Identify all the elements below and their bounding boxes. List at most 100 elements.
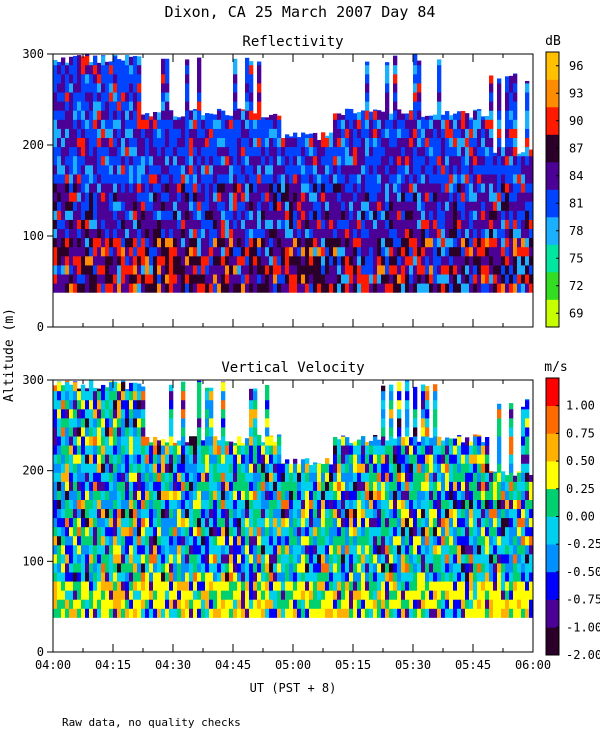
heatmap-cell	[485, 283, 490, 293]
heatmap-cell	[373, 490, 378, 500]
heatmap-cell	[405, 581, 410, 591]
heatmap-cell	[209, 219, 214, 230]
heatmap-cell	[349, 155, 354, 166]
heatmap-cell	[85, 256, 90, 266]
heatmap-cell	[473, 137, 478, 148]
heatmap-cell	[325, 210, 330, 220]
heatmap-cell	[465, 581, 470, 591]
heatmap-cell	[389, 192, 394, 202]
heatmap-cell	[325, 135, 330, 139]
heatmap-cell	[181, 399, 186, 410]
heatmap-cell	[133, 119, 138, 129]
heatmap-cell	[473, 128, 478, 139]
heatmap-cell	[249, 554, 254, 564]
heatmap-cell	[265, 436, 270, 446]
heatmap-cell	[413, 418, 418, 428]
heatmap-cell	[77, 388, 82, 392]
heatmap-cell	[225, 581, 230, 591]
heatmap-cell	[477, 228, 482, 239]
heatmap-cell	[405, 165, 410, 175]
heatmap-cell	[85, 174, 90, 184]
heatmap-cell	[413, 390, 418, 401]
heatmap-cell	[409, 228, 414, 239]
heatmap-cell	[217, 545, 222, 555]
heatmap-cell	[173, 174, 178, 184]
heatmap-cell	[221, 274, 226, 284]
heatmap-cell	[329, 563, 334, 573]
heatmap-cell	[381, 119, 386, 129]
heatmap-cell	[65, 183, 70, 193]
heatmap-cell	[361, 590, 366, 600]
heatmap-cell	[461, 442, 466, 446]
heatmap-cell	[233, 535, 238, 546]
heatmap-cell	[65, 201, 70, 211]
heatmap-cell	[185, 201, 190, 211]
heatmap-cell	[285, 210, 290, 220]
heatmap-cell	[433, 390, 438, 401]
heatmap-cell	[145, 128, 150, 139]
heatmap-cell	[201, 572, 206, 582]
heatmap-cell	[225, 201, 230, 211]
heatmap-cell	[165, 137, 170, 148]
heatmap-cell	[97, 101, 102, 111]
heatmap-cell	[105, 563, 110, 573]
heatmap-cell	[341, 256, 346, 266]
heatmap-cell	[205, 274, 210, 284]
heatmap-cell	[65, 155, 70, 166]
heatmap-cell	[413, 128, 418, 139]
heatmap-cell	[285, 265, 290, 275]
heatmap-cell	[149, 545, 154, 555]
heatmap-cell	[481, 155, 486, 166]
heatmap-cell	[69, 137, 74, 148]
heatmap-cell	[453, 119, 458, 129]
heatmap-cell	[345, 526, 350, 537]
heatmap-cell	[389, 472, 394, 482]
heatmap-cell	[353, 201, 358, 211]
heatmap-cell	[425, 128, 430, 139]
heatmap-cell	[233, 201, 238, 211]
heatmap-cell	[325, 535, 330, 546]
heatmap-cell	[361, 283, 366, 293]
heatmap-cell	[429, 590, 434, 600]
heatmap-cell	[497, 201, 502, 211]
heatmap-cell	[173, 210, 178, 220]
heatmap-cell	[361, 237, 366, 248]
heatmap-cell	[89, 499, 94, 510]
heatmap-cell	[393, 563, 398, 573]
heatmap-cell	[253, 228, 258, 239]
heatmap-cell	[453, 210, 458, 220]
heatmap-cell	[221, 499, 226, 510]
heatmap-cell	[153, 228, 158, 239]
heatmap-cell	[101, 472, 106, 482]
heatmap-cell	[197, 418, 202, 428]
heatmap-cell	[185, 74, 190, 84]
heatmap-cell	[125, 427, 130, 437]
heatmap-cell	[261, 554, 266, 564]
heatmap-cell	[201, 608, 206, 618]
heatmap-cell	[461, 599, 466, 609]
heatmap-cell	[217, 146, 222, 157]
heatmap-cell	[85, 436, 90, 446]
heatmap-cell	[169, 390, 174, 401]
heatmap-cell	[409, 608, 414, 618]
heatmap-cell	[73, 381, 78, 392]
heatmap-cell	[293, 563, 298, 573]
heatmap-cell	[385, 581, 390, 591]
heatmap-cell	[197, 608, 202, 618]
heatmap-cell	[237, 526, 242, 537]
heatmap-cell	[53, 110, 58, 120]
heatmap-cell	[125, 128, 130, 139]
heatmap-cell	[397, 399, 402, 410]
heatmap-cell	[277, 445, 282, 455]
heatmap-cell	[213, 563, 218, 573]
heatmap-cell	[233, 443, 238, 446]
heatmap-cell	[73, 454, 78, 464]
heatmap-cell	[157, 192, 162, 202]
heatmap-cell	[401, 445, 406, 455]
heatmap-cell	[233, 119, 238, 129]
heatmap-cell	[525, 246, 530, 257]
heatmap-cell	[257, 463, 262, 473]
heatmap-cell	[437, 165, 442, 175]
heatmap-cell	[141, 409, 146, 419]
heatmap-cell	[177, 174, 182, 184]
